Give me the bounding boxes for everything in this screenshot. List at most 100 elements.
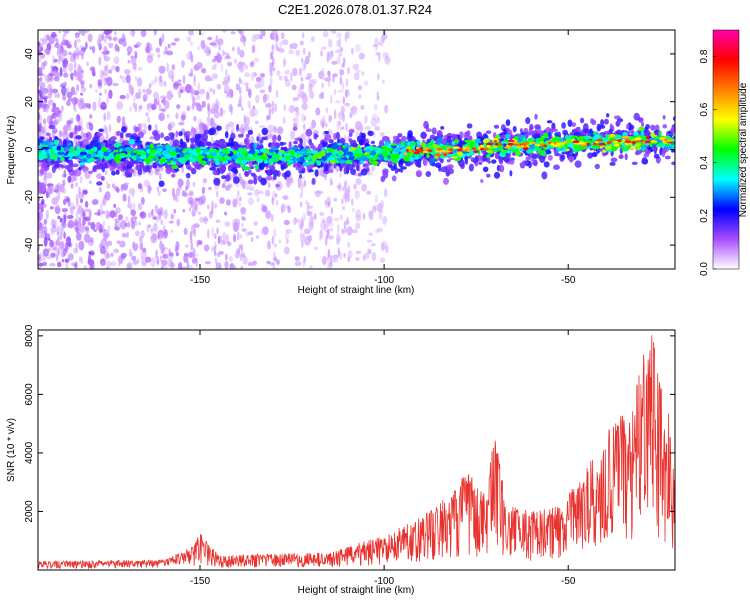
spectrogram-cell-694 [282, 116, 286, 124]
spectrogram-cell-148 [155, 47, 161, 53]
spectrogram-cell-571 [202, 178, 208, 184]
spectrogram-cell-4820 [310, 150, 319, 155]
spectrogram-cell-343 [106, 240, 113, 247]
spectrogram-cell-1139 [222, 232, 227, 241]
spectrogram-cell-1282 [54, 184, 60, 194]
spectrogram-cell-3040 [264, 169, 268, 174]
spectrogram-cell-894 [142, 88, 146, 93]
spectrogram-cell-990 [247, 261, 255, 267]
spectrogram-cell-1845 [346, 216, 350, 222]
spectrogram-cell-1115 [40, 208, 44, 213]
spectrogram-cell-1858 [345, 89, 348, 98]
spectrogram-cell-1259 [138, 235, 143, 243]
spectrogram-cell-585 [148, 102, 153, 109]
spectrogram-cell-1579 [156, 215, 159, 223]
spectrogram-cell-2205 [391, 175, 397, 182]
spectrogram-cell-1363 [364, 126, 372, 130]
spectrogram-cell-1104 [84, 201, 89, 208]
spectrogram-cell-1459 [77, 207, 81, 216]
spectrogram-cell-1367 [54, 106, 61, 117]
spectrogram-cell-789 [292, 97, 299, 102]
spectrogram-cell-1827 [329, 176, 333, 186]
spectrogram-cell-1626 [191, 125, 194, 134]
spectrogram-cell-684 [280, 32, 285, 40]
spectrogram-cell-1572 [159, 206, 163, 212]
spectrogram-cell-947 [133, 44, 139, 49]
spectrogram-cell-176 [91, 199, 99, 205]
spectrogram-cell-1811 [322, 218, 325, 223]
spectrogram-cell-3443 [279, 141, 284, 146]
spectrogram-cell-1385 [315, 107, 321, 116]
spectrogram-cell-1237 [239, 64, 245, 73]
spectrogram-cell-4773 [329, 154, 335, 158]
spectrogram-cell-1571 [161, 265, 164, 269]
spectrogram-cell-937 [109, 210, 116, 219]
spectrogram-cell-1397 [361, 71, 365, 76]
spectrogram-cell-1999 [245, 133, 250, 138]
spectrogram-cell-2629 [443, 177, 449, 185]
spectrogram-cell-1506 [102, 225, 105, 234]
spectrogram-cell-331 [241, 228, 247, 232]
spectrogram-cell-3537 [447, 133, 454, 137]
spectrogram-cell-265 [51, 108, 55, 113]
spectrogram-cell-4893 [189, 157, 197, 163]
spectrogram-cell-1540 [132, 202, 136, 211]
spectrogram-cell-3507 [147, 124, 152, 131]
spectrogram-cell-3192 [398, 160, 404, 168]
spectrogram-cell-4256 [62, 144, 68, 148]
spectrogram-cell-1828 [321, 82, 325, 89]
spectrogram-cell-1712 [241, 223, 244, 228]
spectrogram-cell-2928 [661, 149, 666, 158]
spectrogram-cell-4941 [248, 149, 256, 156]
spectrogram-cell-554 [186, 179, 190, 189]
spectrogram-cell-808 [235, 222, 240, 232]
spectrogram-cell-1026 [194, 102, 201, 107]
spectrogram-cell-2065 [525, 117, 531, 125]
spectrogram-cell-798 [224, 260, 229, 269]
spectrogram-cell-1071 [254, 82, 262, 89]
spectrogram-cell-459 [309, 265, 313, 269]
spectrogram-cell-1795 [301, 32, 305, 39]
spectrogram-cell-1092 [319, 229, 323, 239]
spectrogram-cell-4913 [232, 154, 238, 161]
spectrogram-cell-269 [310, 36, 315, 42]
spectrogram-cell-1768 [303, 116, 307, 121]
spectrogram-cell-1616 [189, 199, 193, 205]
spectrogram-cell-1234 [306, 206, 310, 215]
spectrogram-cell-1820 [325, 234, 329, 240]
spectrogram-cell-4538 [198, 146, 206, 150]
spectrogram-cell-352 [329, 222, 334, 227]
spectrogram-cell-1158 [174, 246, 179, 253]
spectrogram-cell-437 [87, 33, 93, 43]
spectrogram-cell-856 [227, 183, 233, 188]
spectrogram-cell-620 [215, 219, 221, 223]
spectrogram-cell-2549 [596, 123, 602, 132]
spectrogram-cell-295 [49, 262, 56, 267]
spectrogram-cell-2898 [499, 164, 505, 173]
spectrogram-cell-729 [74, 261, 78, 269]
spectrogram-cell-1145 [197, 82, 201, 92]
spectrogram-cell-1258 [358, 124, 364, 133]
spectrogram-cell-4832 [554, 132, 559, 137]
spectrogram-cell-996 [106, 260, 111, 269]
spectrogram-cell-1406 [62, 34, 65, 44]
spectrogram-cell-867 [206, 91, 210, 101]
spectrogram-cell-1717 [239, 196, 242, 202]
spectrogram-cell-1281 [232, 218, 237, 228]
spectrogram-cell-3522 [583, 128, 591, 134]
spectrogram-cell-1589 [156, 256, 159, 266]
spectrogram-cell-587 [226, 199, 231, 206]
spectrogram-cell-193 [182, 209, 185, 213]
spectrogram-cell-4923 [72, 149, 79, 156]
spectrogram-cell-2464 [466, 123, 473, 129]
spectrogram-cell-549 [76, 38, 81, 43]
spectrogram-cell-1720 [271, 235, 275, 245]
spectrogram-cell-809 [173, 82, 179, 88]
spectrogram-cell-669 [201, 68, 207, 74]
spectrogram-cell-1099 [203, 187, 207, 192]
spectrogram-cell-1945 [543, 161, 550, 168]
spectrogram-cell-1819 [322, 115, 326, 125]
spectrogram-cell-4720 [341, 157, 348, 160]
spectrogram-cell-1765 [303, 124, 306, 132]
spectrogram-cell-1767 [300, 76, 304, 82]
